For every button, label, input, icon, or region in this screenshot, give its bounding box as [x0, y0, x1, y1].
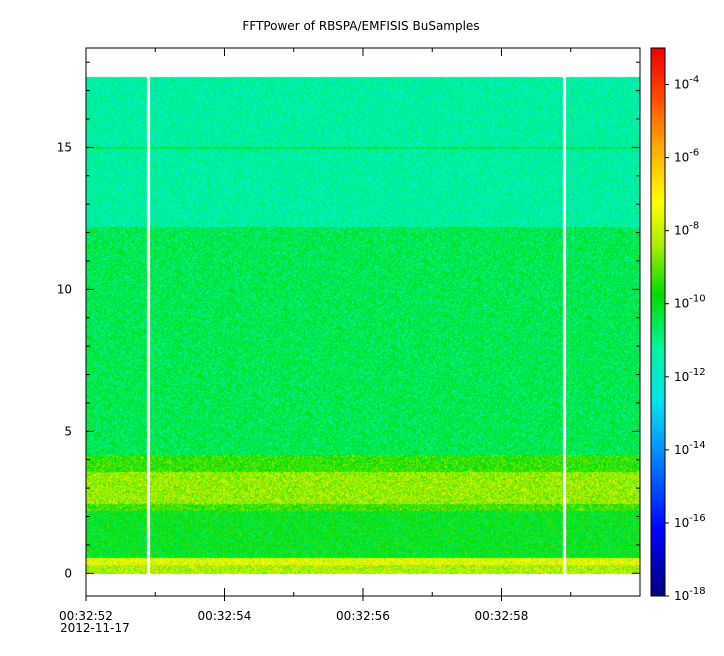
colorbar-tick-label: 10-12 [674, 367, 706, 384]
chart-title: FFTPower of RBSPA/EMFISIS BuSamples [242, 19, 479, 33]
colorbar-tick-label: 10-18 [674, 586, 706, 603]
colorbar-tick-label: 10-10 [674, 294, 706, 311]
colorbar [650, 47, 666, 597]
colorbar-tick-label: 10-6 [674, 148, 699, 165]
x-date-label: 2012-11-17 [60, 621, 130, 635]
colorbar-tick-label: 10-4 [674, 75, 699, 92]
spectrogram-raster [86, 48, 640, 596]
x-tick-label: 00:32:56 [336, 609, 390, 623]
x-axis: 00:32:52 00:32:54 00:32:56 00:32:58 [59, 48, 641, 623]
x-tick-label: 00:32:58 [475, 609, 529, 623]
colorbar-tick-label: 10-14 [674, 440, 706, 457]
y-tick-label: 15 [57, 140, 72, 154]
colorbar-tick-label: 10-16 [674, 513, 706, 530]
y-axis: 0 5 10 15 [57, 61, 640, 580]
spectrogram-image [86, 48, 640, 596]
y-tick-label: 10 [57, 282, 72, 296]
y-tick-label: 0 [64, 566, 72, 580]
colorbar-axis: 10-4 10-6 10-8 10-10 10-12 10-14 10-16 10-18 [665, 75, 706, 603]
x-tick-label: 00:32:54 [198, 609, 252, 623]
y-tick-label: 5 [64, 424, 72, 438]
colorbar-tick-label: 10-8 [674, 221, 699, 238]
x-tick-label: 00:32:52 [59, 609, 113, 623]
